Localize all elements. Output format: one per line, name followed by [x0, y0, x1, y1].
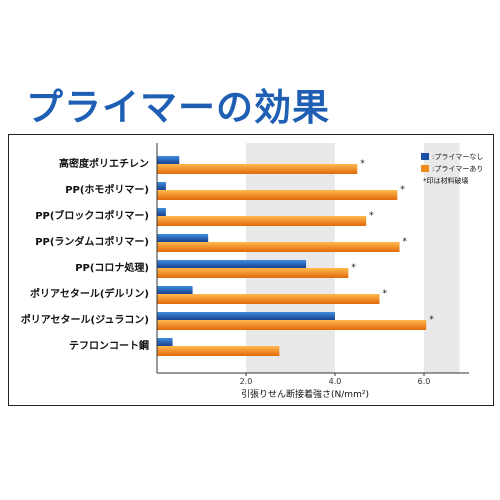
bar-without-primer — [157, 208, 166, 218]
category-label: ポリアセタール(ジュラコン) — [21, 313, 149, 326]
legend-swatch — [421, 153, 429, 160]
category-label: 高密度ポリエチレン — [59, 157, 149, 170]
x-tick-label: 6.0 — [418, 377, 431, 386]
chart-frame: * * * * * * * 2.0 4.0 6.0 引張りせん断接着強さ(N/mm²) 高密度ポリ… — [8, 134, 494, 406]
bar-with-primer — [157, 346, 280, 356]
category-label: PP(コロナ処理) — [75, 261, 149, 274]
category-label: PP(ランダムコポリマー) — [35, 235, 149, 248]
bar-with-primer — [157, 216, 367, 226]
page-title: プライマーの効果 — [26, 86, 330, 129]
category-label: ポリアセタール(デルリン) — [30, 287, 149, 300]
shaded-band — [424, 143, 460, 373]
legend-label: :プライマーなし — [432, 153, 483, 161]
bar-without-primer — [157, 234, 209, 244]
category-label: PP(ホモポリマー) — [65, 183, 149, 196]
bar-with-primer — [157, 320, 427, 330]
x-tick-label: 4.0 — [329, 377, 342, 386]
material-failure-mark: * — [360, 159, 365, 169]
bar-without-primer — [157, 312, 335, 322]
x-axis-label: 引張りせん断接着強さ(N/mm²) — [241, 388, 369, 400]
bar-with-primer — [157, 164, 358, 174]
legend-label: :プライマーあり — [432, 165, 483, 173]
material-failure-mark: * — [403, 237, 408, 247]
bar-without-primer — [157, 338, 173, 348]
legend-note: *印は材料破壊 — [423, 176, 469, 185]
bar-with-primer — [157, 190, 398, 200]
bar-with-primer — [157, 242, 400, 252]
bar-without-primer — [157, 156, 180, 166]
category-label: PP(ブロックコポリマー) — [35, 209, 149, 222]
material-failure-mark: * — [351, 263, 356, 273]
material-failure-mark: * — [429, 315, 434, 325]
bar-without-primer — [157, 260, 307, 270]
legend-swatch — [421, 165, 429, 172]
bar-without-primer — [157, 286, 193, 296]
bar-chart: * * * * * * * 2.0 4.0 6.0 引張りせん断接着強さ(N/mm²) 高密度ポリ… — [21, 143, 483, 400]
material-failure-mark: * — [369, 211, 374, 221]
bar-with-primer — [157, 294, 380, 304]
bar-with-primer — [157, 268, 349, 278]
material-failure-mark: * — [383, 289, 388, 299]
bar-without-primer — [157, 182, 166, 192]
x-tick-label: 2.0 — [240, 377, 253, 386]
category-label: テフロンコート鋼 — [69, 339, 149, 352]
material-failure-mark: * — [400, 185, 405, 195]
shaded-band — [246, 143, 335, 373]
